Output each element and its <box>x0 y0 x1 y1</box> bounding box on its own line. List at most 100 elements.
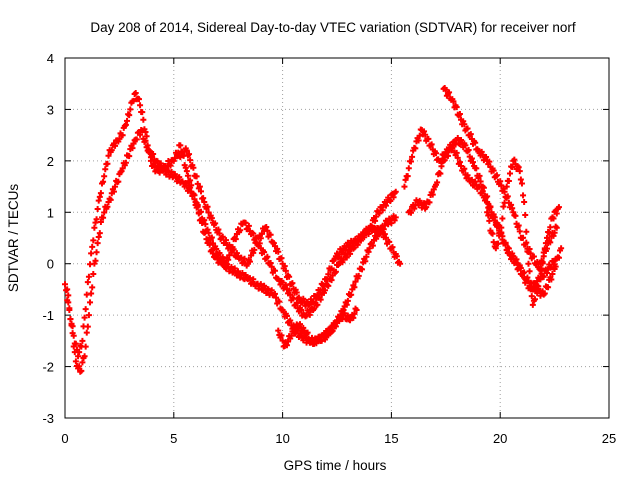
data-point <box>430 186 437 193</box>
data-point <box>501 199 508 206</box>
data-point <box>428 141 435 148</box>
data-point <box>490 167 497 174</box>
data-point <box>205 209 212 216</box>
data-point <box>142 129 149 136</box>
data-point <box>486 158 493 165</box>
y-tick-label: 1 <box>47 205 54 220</box>
data-point <box>342 246 349 253</box>
data-point <box>453 149 460 156</box>
data-point <box>126 112 133 119</box>
data-point <box>485 212 492 219</box>
data-point <box>554 205 561 212</box>
data-point <box>263 224 270 231</box>
data-point <box>516 228 523 235</box>
data-point <box>187 177 194 184</box>
data-point <box>450 98 457 105</box>
data-point <box>347 250 354 257</box>
x-tick-label: 25 <box>602 431 616 446</box>
data-point <box>84 323 91 330</box>
data-point <box>434 179 441 186</box>
data-point <box>196 183 203 190</box>
data-point <box>480 184 487 191</box>
y-tick-label: -3 <box>42 411 54 426</box>
data-point <box>433 150 440 157</box>
data-point <box>190 164 197 171</box>
data-point <box>500 185 507 192</box>
data-point <box>454 154 461 161</box>
data-point <box>133 136 140 143</box>
data-point <box>78 367 85 374</box>
data-point <box>237 227 244 234</box>
data-point <box>92 257 99 264</box>
data-point <box>484 209 491 216</box>
data-point <box>557 247 564 254</box>
data-point <box>409 153 416 160</box>
data-point <box>350 314 357 321</box>
data-point <box>92 219 99 226</box>
data-point <box>505 178 512 185</box>
data-point <box>142 137 149 144</box>
data-point <box>75 353 82 360</box>
data-point <box>520 192 527 199</box>
data-point <box>542 240 549 247</box>
data-point <box>535 283 542 290</box>
data-point <box>177 154 184 161</box>
data-point <box>382 202 389 209</box>
data-point <box>465 147 472 154</box>
data-point <box>90 237 97 244</box>
data-point <box>250 230 257 237</box>
data-point <box>498 182 505 189</box>
data-point <box>402 176 409 183</box>
data-point <box>518 180 525 187</box>
data-point <box>541 245 548 252</box>
data-point <box>219 233 226 240</box>
data-point <box>95 197 102 204</box>
data-point <box>448 147 455 154</box>
data-point <box>261 282 268 289</box>
data-point <box>295 294 302 301</box>
y-tick-label: 0 <box>47 257 54 272</box>
data-point <box>89 243 96 250</box>
series-3 <box>175 145 399 309</box>
data-point <box>283 342 290 349</box>
data-point <box>161 163 168 170</box>
data-point <box>212 220 219 227</box>
data-point <box>250 249 257 256</box>
data-point <box>405 165 412 172</box>
series-5 <box>405 142 560 293</box>
data-point <box>190 190 197 197</box>
data-point <box>476 172 483 179</box>
data-point <box>119 165 126 172</box>
data-point <box>351 284 358 291</box>
data-point <box>213 246 220 253</box>
data-point <box>279 337 286 344</box>
data-point <box>70 343 77 350</box>
data-point <box>356 236 363 243</box>
data-point <box>66 305 73 312</box>
data-point <box>139 109 146 116</box>
data-point <box>481 197 488 204</box>
data-point <box>465 175 472 182</box>
data-point <box>238 254 245 261</box>
data-point <box>115 178 122 185</box>
data-point <box>444 152 451 159</box>
data-point <box>96 230 103 237</box>
data-point <box>464 172 471 179</box>
data-point <box>121 122 128 129</box>
data-point <box>500 203 507 210</box>
data-point <box>437 170 444 177</box>
data-point <box>304 329 311 336</box>
data-point <box>198 208 204 215</box>
data-point <box>97 218 104 225</box>
data-point <box>540 249 547 256</box>
data-point <box>381 222 388 229</box>
grid <box>65 58 609 418</box>
data-point <box>93 216 100 223</box>
data-point <box>300 295 307 302</box>
data-point <box>332 268 339 275</box>
data-point <box>372 217 379 224</box>
data-point <box>89 284 96 291</box>
y-tick-label: -1 <box>42 308 54 323</box>
data-point <box>67 316 74 323</box>
data-point <box>124 117 131 124</box>
